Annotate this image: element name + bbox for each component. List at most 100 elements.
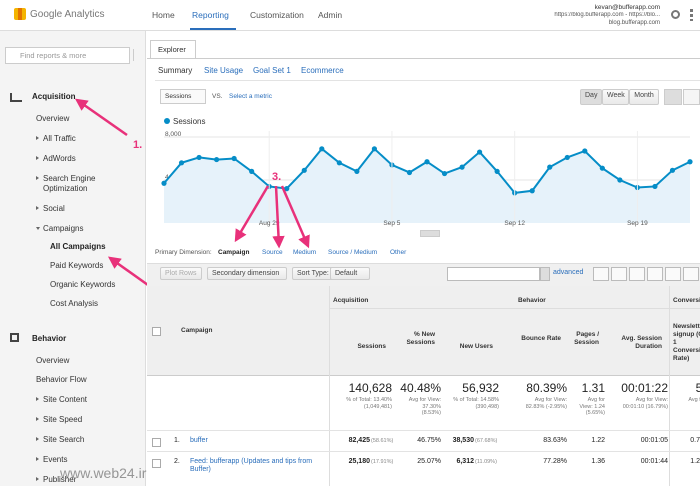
expand-icon — [36, 417, 39, 421]
select-metric[interactable]: Select a metric — [229, 93, 272, 100]
cell: 00:01:05 — [640, 437, 668, 444]
dimension-option[interactable]: Campaign — [218, 249, 250, 256]
nav-item[interactable]: Home — [152, 10, 175, 20]
sort-type[interactable]: Sort Type: — [292, 267, 334, 280]
cell: 00:01:44 — [640, 458, 668, 465]
cell: 1.2 — [690, 458, 700, 465]
column-header[interactable]: Bounce Rate — [521, 335, 561, 342]
dimension-option[interactable]: Medium — [293, 249, 317, 256]
table-head-bg — [147, 286, 700, 376]
point — [634, 184, 641, 191]
cell: 77.28% — [543, 458, 567, 465]
total-value: 1.31 — [581, 381, 605, 395]
checkbox — [152, 438, 161, 447]
sidebar-item[interactable]: AdWords — [43, 154, 76, 163]
sidebar-item[interactable]: Publisher — [43, 475, 77, 484]
sidebar-item[interactable]: Acquisition — [32, 92, 76, 101]
secondary-dimension[interactable]: Secondary dimension — [207, 267, 287, 280]
tab-label[interactable]: Explorer — [158, 45, 186, 54]
column-header[interactable]: Newsletter signup (Goal 1 Conversion Rat… — [673, 323, 700, 362]
column-header[interactable]: Campaign — [181, 327, 213, 334]
total-value: 00:01:22 — [621, 381, 668, 395]
sidebar-item[interactable]: Overview — [36, 114, 70, 123]
sidebar-item[interactable]: Overview — [36, 356, 70, 365]
sort-value[interactable]: Default — [330, 267, 370, 280]
cell: 1.36 — [591, 458, 605, 465]
point — [161, 180, 167, 186]
metric-label[interactable]: Sessions — [165, 93, 192, 100]
expand-icon — [36, 176, 39, 180]
total-value: 140,628 — [348, 381, 392, 395]
point — [319, 146, 325, 152]
x-tick-label: Sep 19 — [627, 220, 648, 227]
sidebar-item[interactable]: Events — [43, 455, 68, 464]
point — [494, 168, 500, 174]
expand-icon — [36, 136, 39, 140]
campaign-link[interactable]: buffer — [190, 437, 208, 444]
column-header[interactable]: Avg. Session Duration — [621, 335, 662, 350]
dimension-option[interactable]: Other — [390, 249, 407, 256]
checkbox — [152, 459, 161, 468]
dimension-option[interactable]: Source — [262, 249, 283, 256]
point — [249, 168, 255, 174]
sidebar-item[interactable]: Paid Keywords — [50, 261, 104, 270]
cell: 83.63% — [543, 437, 567, 444]
sidebar-item[interactable]: Search Engine Optimization — [43, 174, 96, 193]
cell: (67.68%) — [475, 438, 498, 444]
sidebar-item[interactable]: Cost Analysis — [50, 299, 99, 308]
total-value: 80.39% — [526, 381, 567, 395]
cell: 6,312 — [456, 458, 474, 465]
expand-icon — [36, 437, 39, 441]
total-value: 40.48% — [400, 381, 441, 395]
dimension-option[interactable]: Source / Medium — [328, 249, 378, 256]
row-line — [147, 451, 700, 452]
search-placeholder[interactable]: Find reports & more — [20, 51, 87, 60]
chart-type-motion — [683, 89, 700, 105]
legend-label: Sessions — [173, 117, 205, 126]
subtab[interactable]: Goal Set 1 — [253, 66, 291, 75]
search-button — [540, 267, 550, 281]
sidebar-item[interactable]: Organic Keywords — [50, 280, 116, 289]
vs-label: VS. — [212, 93, 223, 100]
period-button[interactable]: Week — [602, 89, 629, 105]
subtab[interactable]: Ecommerce — [301, 66, 344, 75]
sidebar-item[interactable]: Site Speed — [43, 415, 83, 424]
chart-handle — [420, 230, 440, 237]
column-header[interactable]: Pages / Session — [574, 331, 599, 346]
sidebar-item[interactable]: Social — [43, 204, 65, 213]
search-box — [5, 47, 130, 64]
point — [354, 168, 360, 174]
point — [477, 149, 483, 155]
sidebar-item[interactable]: All Campaigns — [50, 242, 106, 251]
campaign-link[interactable]: Feed: bufferapp (Updates and tips from B… — [190, 458, 313, 473]
sidebar-item[interactable]: Behavior — [32, 334, 67, 343]
subtab[interactable]: Summary — [158, 66, 193, 75]
subtab[interactable]: Site Usage — [204, 66, 244, 75]
period-button[interactable]: Day — [580, 89, 602, 105]
nav-item[interactable]: Admin — [318, 10, 343, 20]
nav-item[interactable]: Reporting — [192, 10, 229, 20]
sidebar-item[interactable]: Behavior Flow — [36, 375, 87, 384]
y-tick-label: 8,000 — [165, 131, 182, 138]
sidebar-item[interactable]: Site Content — [43, 395, 88, 404]
annotation-arrow — [272, 185, 285, 249]
column-header[interactable]: % New Sessions — [406, 331, 435, 346]
period-button[interactable]: Month — [629, 89, 659, 105]
total-sub: Avg for View: 82.83% (-2.95%) — [525, 397, 567, 410]
sidebar-item[interactable]: Campaigns — [43, 224, 84, 233]
sidebar-item[interactable]: Site Search — [43, 435, 85, 444]
more-icon — [690, 9, 693, 21]
plot-rows[interactable]: Plot Rows — [160, 267, 202, 280]
behavior-icon — [10, 333, 19, 342]
nav-item[interactable]: Customization — [250, 10, 304, 20]
group-header: Conversions — [673, 297, 700, 304]
total-value: 56,932 — [462, 381, 499, 395]
row-index: 1. — [174, 437, 180, 444]
nav-underline — [190, 28, 236, 30]
sidebar-item[interactable]: All Traffic — [43, 134, 76, 143]
column-header[interactable]: Sessions — [357, 343, 386, 350]
group-divider — [669, 286, 670, 486]
column-header[interactable]: New Users — [459, 343, 493, 350]
advanced[interactable]: advanced — [553, 269, 584, 276]
chart-type-line — [664, 89, 682, 105]
